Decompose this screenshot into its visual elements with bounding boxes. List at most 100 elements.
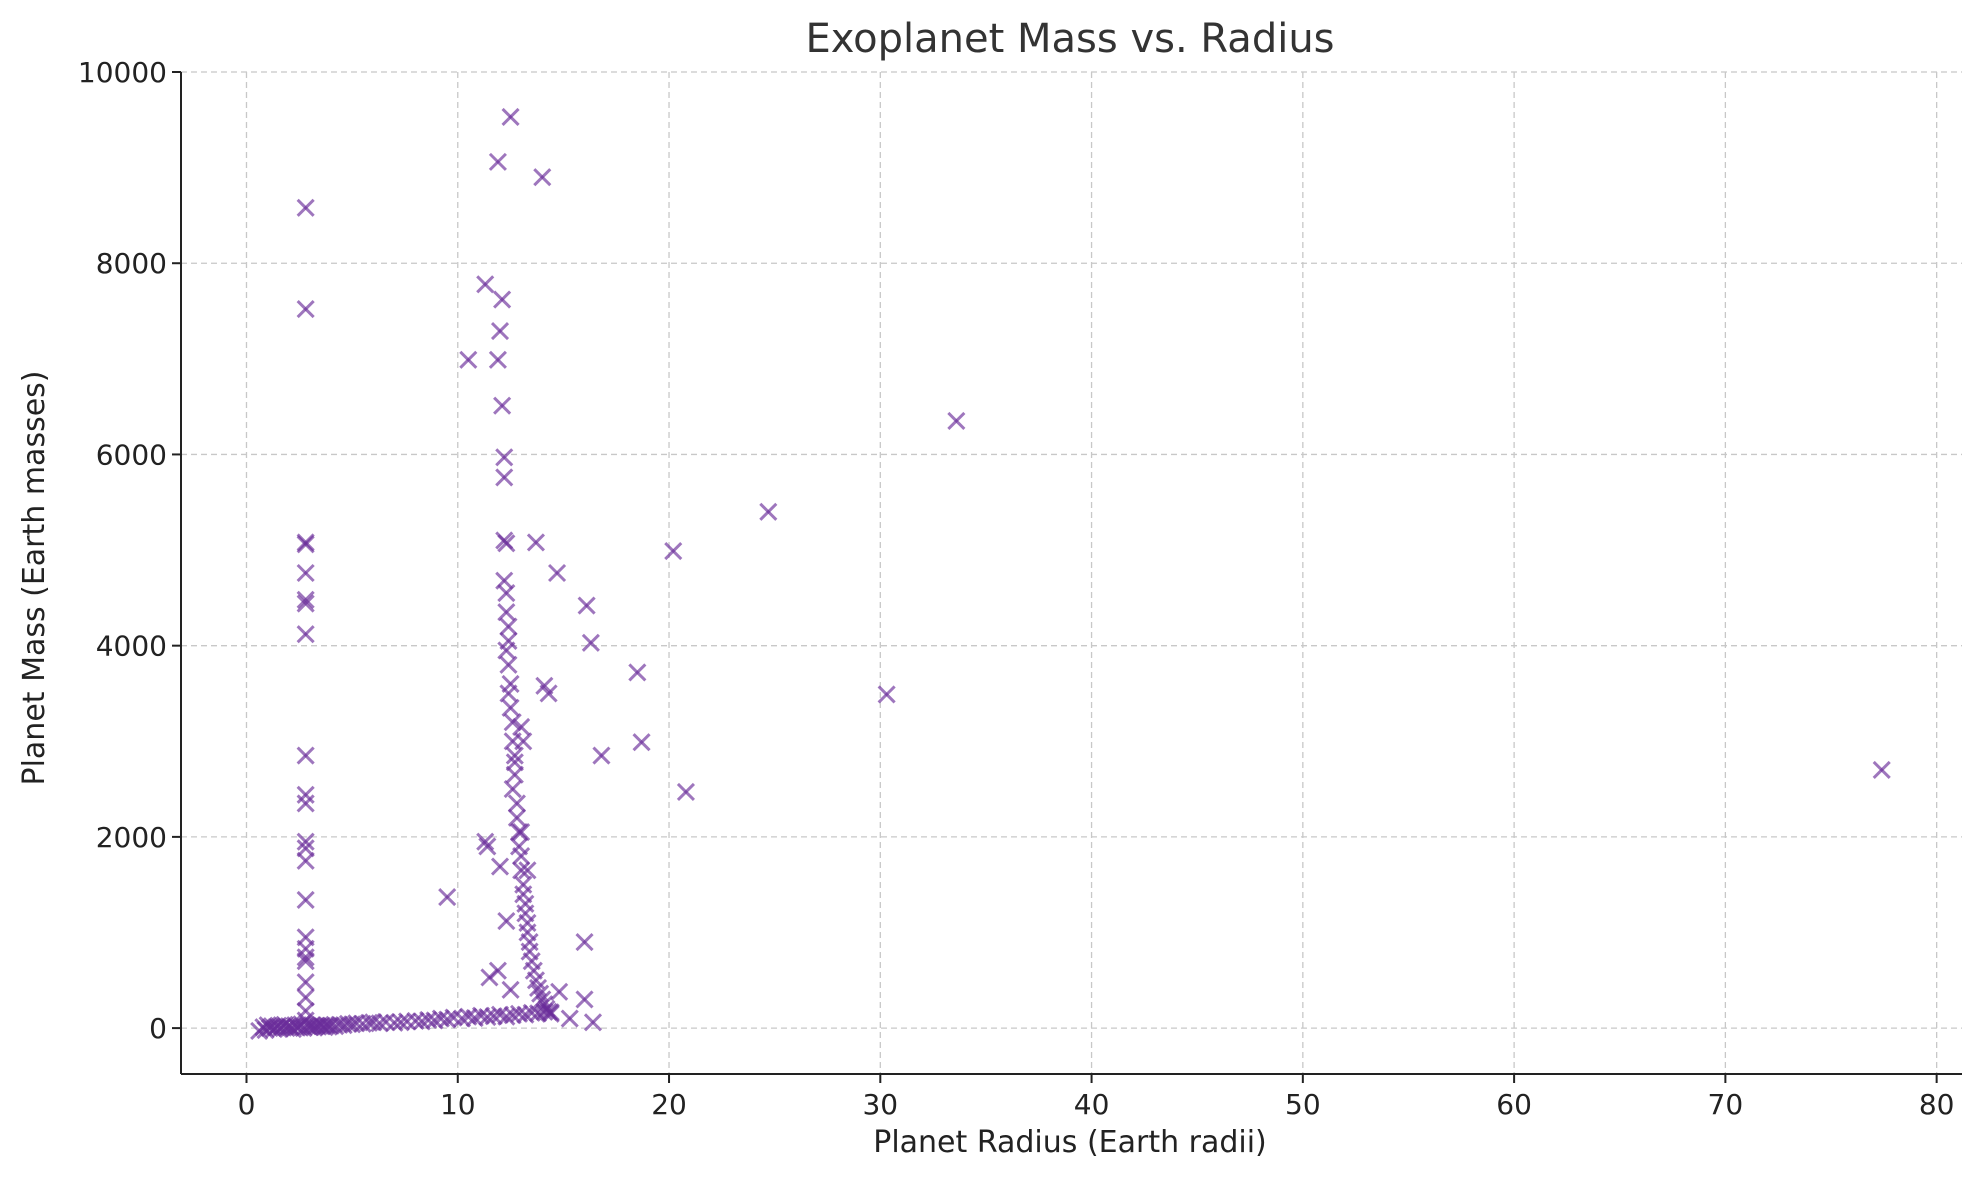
y-axis-label: Planet Mass (Earth masses) [17, 371, 52, 786]
data-point [503, 780, 522, 799]
data-point [296, 851, 315, 870]
data-point [497, 584, 516, 603]
data-point [759, 502, 778, 521]
data-point [296, 948, 315, 967]
data-point [296, 832, 315, 851]
data-point [877, 685, 896, 704]
x-tick-label: 80 [1919, 1088, 1955, 1121]
data-point [296, 563, 315, 583]
chart-title: Exoplanet Mass vs. Radius [805, 16, 1334, 62]
data-point [577, 596, 596, 615]
data-point [575, 932, 594, 952]
x-tick-label: 20 [651, 1088, 687, 1121]
x-tick-label: 10 [440, 1088, 476, 1121]
data-point [296, 300, 315, 319]
data-point [296, 890, 315, 910]
data-point [547, 563, 567, 583]
data-point [533, 990, 552, 1009]
data-point [664, 541, 683, 561]
data-point [438, 1010, 457, 1029]
data-point [592, 746, 611, 765]
data-point [488, 350, 507, 369]
data-point [497, 603, 516, 622]
y-tick-label: 0 [149, 1012, 167, 1045]
data-point [493, 396, 512, 415]
data-point [632, 733, 651, 752]
data-points [250, 107, 1891, 1041]
y-tick-label: 2000 [96, 821, 167, 854]
data-point [488, 152, 507, 171]
data-point [438, 888, 457, 907]
data-point [499, 655, 518, 674]
data-point [296, 535, 315, 554]
data-point [1872, 760, 1891, 780]
data-point [507, 808, 526, 827]
data-point [296, 785, 315, 804]
grid-lines [181, 71, 1962, 1074]
data-point [490, 322, 510, 341]
y-tick-label: 6000 [96, 438, 167, 471]
data-point [533, 168, 552, 187]
data-point [499, 617, 518, 636]
tick-labels: 0 10 20 30 40 50 60 70 80 0 2000 4000 6000 8000 10000 [78, 56, 1955, 1121]
data-point [370, 1014, 389, 1033]
x-axis-label: Planet Radius (Earth radii) [873, 1125, 1267, 1160]
data-point [495, 448, 514, 467]
data-point [518, 861, 537, 880]
data-point [296, 973, 315, 992]
y-tick-label: 10000 [78, 56, 167, 89]
data-point [505, 746, 524, 765]
data-point [296, 746, 315, 765]
data-point [526, 533, 545, 552]
data-point [488, 961, 507, 980]
x-tick-label: 60 [1496, 1088, 1532, 1121]
data-point [296, 952, 315, 971]
data-point [296, 988, 315, 1007]
data-point [501, 698, 520, 717]
data-point [497, 911, 516, 931]
data-point [476, 832, 495, 851]
data-point [501, 107, 520, 126]
data-point [493, 290, 512, 309]
x-tick-label: 0 [238, 1088, 256, 1121]
x-tick-label: 50 [1285, 1088, 1321, 1121]
x-tick-label: 30 [862, 1088, 898, 1121]
x-tick-label: 40 [1074, 1088, 1110, 1121]
x-tick-label: 70 [1708, 1088, 1744, 1121]
data-point [490, 857, 510, 876]
data-point [550, 982, 569, 1001]
y-tick-label: 8000 [96, 247, 167, 280]
data-point [296, 1011, 315, 1030]
axes [180, 72, 1962, 1075]
data-point [539, 684, 558, 703]
data-point [296, 794, 315, 813]
data-point [512, 823, 531, 842]
data-point [541, 1004, 560, 1023]
data-point [296, 198, 315, 217]
data-point [583, 1013, 603, 1032]
data-point [512, 717, 531, 736]
data-point [478, 837, 497, 856]
data-point [505, 753, 524, 772]
data-point [501, 980, 520, 999]
data-point [476, 275, 495, 294]
data-point [495, 468, 514, 487]
data-point [560, 1009, 579, 1028]
data-point [296, 590, 315, 609]
data-point [528, 978, 548, 998]
data-point [507, 794, 526, 813]
data-point [459, 350, 478, 369]
data-point [391, 1013, 410, 1032]
data-point [497, 641, 516, 660]
data-point [531, 984, 550, 1003]
data-point [296, 625, 315, 644]
data-point [512, 846, 531, 866]
data-point [676, 782, 695, 802]
data-point [512, 861, 531, 880]
data-point [497, 534, 516, 553]
data-point [575, 990, 594, 1009]
data-point [296, 594, 315, 613]
data-point [581, 633, 600, 652]
y-tick-label: 4000 [96, 630, 167, 663]
